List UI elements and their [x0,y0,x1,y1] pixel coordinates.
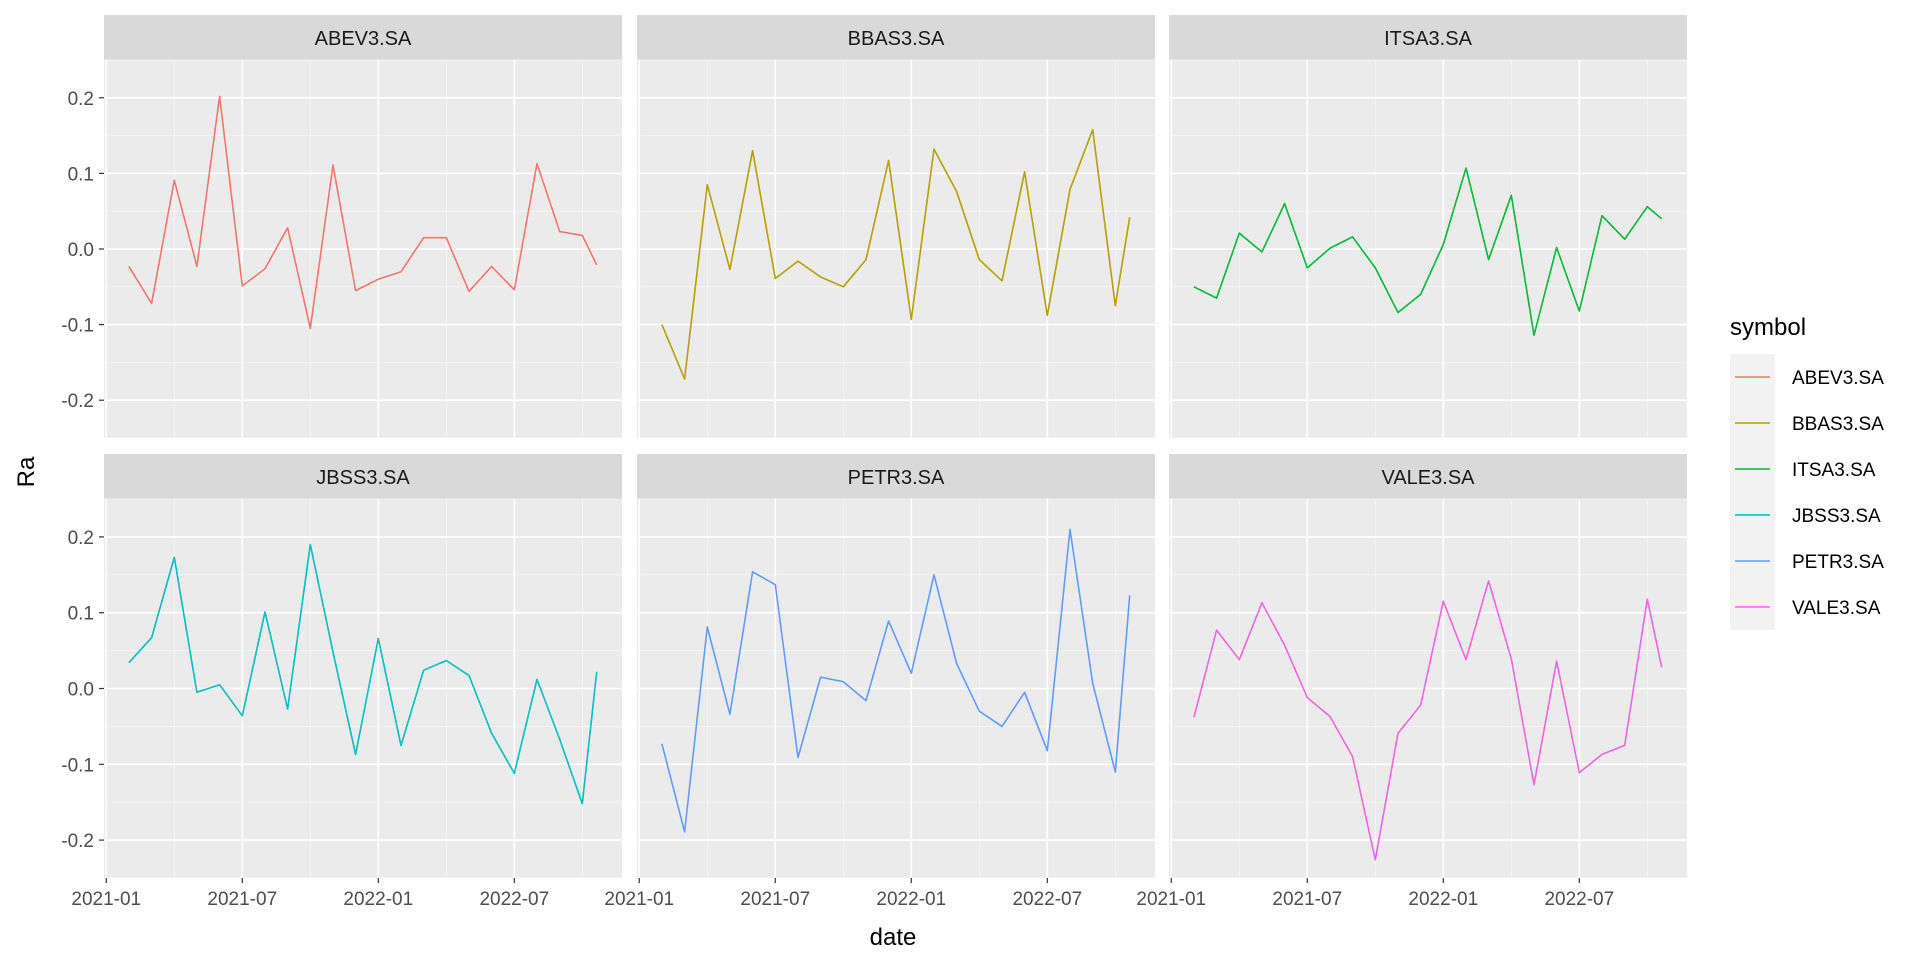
y-tick-label: 0.1 [68,164,94,185]
facet-strip-label: PETR3.SA [848,467,945,489]
facet-panel: VALE3.SA 2021-01 2021-07 2022-01 2022-07 [1136,454,1687,910]
y-tick-label: 0.0 [68,240,94,261]
legend-label: ITSA3.SA [1792,460,1876,481]
facet-strip-label: ABEV3.SA [315,28,412,50]
x-tick-label: 2022-07 [479,889,549,910]
facet-strip-label: JBSS3.SA [316,467,410,489]
y-tick-label: -0.2 [61,391,94,412]
legend-label: BBAS3.SA [1792,414,1884,435]
x-tick-label: 2021-01 [1136,889,1206,910]
x-tick-label: 2021-07 [207,889,277,910]
facet-strip-label: BBAS3.SA [848,28,945,50]
x-tick-label: 2021-07 [1272,889,1342,910]
facet-panel: JBSS3.SA -0.2 -0.1 0.0 0.1 0.2 2021-01 2021-07 2… [61,454,622,910]
x-tick-label: 2021-01 [604,889,674,910]
legend-item: BBAS3.SA [1730,400,1884,446]
y-tick-label: 0.2 [68,89,94,110]
x-tick-label: 2022-07 [1544,889,1614,910]
legend-label: ABEV3.SA [1792,368,1884,389]
x-tick-label: 2022-01 [343,889,413,910]
x-tick-label: 2022-01 [1408,889,1478,910]
facet-panel: ABEV3.SA -0.2 -0.1 0.0 0.1 0.2 [61,15,622,438]
facet-strip-label: VALE3.SA [1381,467,1475,489]
y-axis-title: Ra [13,456,40,487]
facet-strip-label: ITSA3.SA [1384,28,1472,50]
facet-panel: ITSA3.SA [1169,15,1687,438]
facet-panel: PETR3.SA 2021-01 2021-07 2022-01 2022-07 [604,454,1155,910]
y-tick-label: -0.2 [61,831,94,852]
x-tick-label: 2022-01 [876,889,946,910]
legend-label: VALE3.SA [1792,598,1881,619]
y-tick-label: -0.1 [61,316,94,337]
y-tick-label: 0.1 [68,604,94,625]
y-tick-label: 0.2 [68,528,94,549]
x-axis-title: date [870,924,917,951]
legend-item: ABEV3.SA [1730,354,1884,400]
legend-item: ITSA3.SA [1730,446,1876,492]
x-tick-label: 2021-07 [740,889,810,910]
x-tick-label: 2021-01 [71,889,141,910]
legend-item: PETR3.SA [1730,538,1884,584]
x-tick-label: 2022-07 [1012,889,1082,910]
legend-item: VALE3.SA [1730,584,1881,630]
y-tick-label: -0.1 [61,755,94,776]
legend: symbol ABEV3.SA BBAS3.SA ITSA3.SA JBSS3.SA PE… [1730,314,1884,630]
y-tick-label: 0.0 [68,680,94,701]
legend-item: JBSS3.SA [1730,492,1881,538]
facet-panel: BBAS3.SA [637,15,1155,438]
legend-title: symbol [1730,314,1806,341]
legend-label: JBSS3.SA [1792,506,1881,527]
legend-label: PETR3.SA [1792,552,1884,573]
